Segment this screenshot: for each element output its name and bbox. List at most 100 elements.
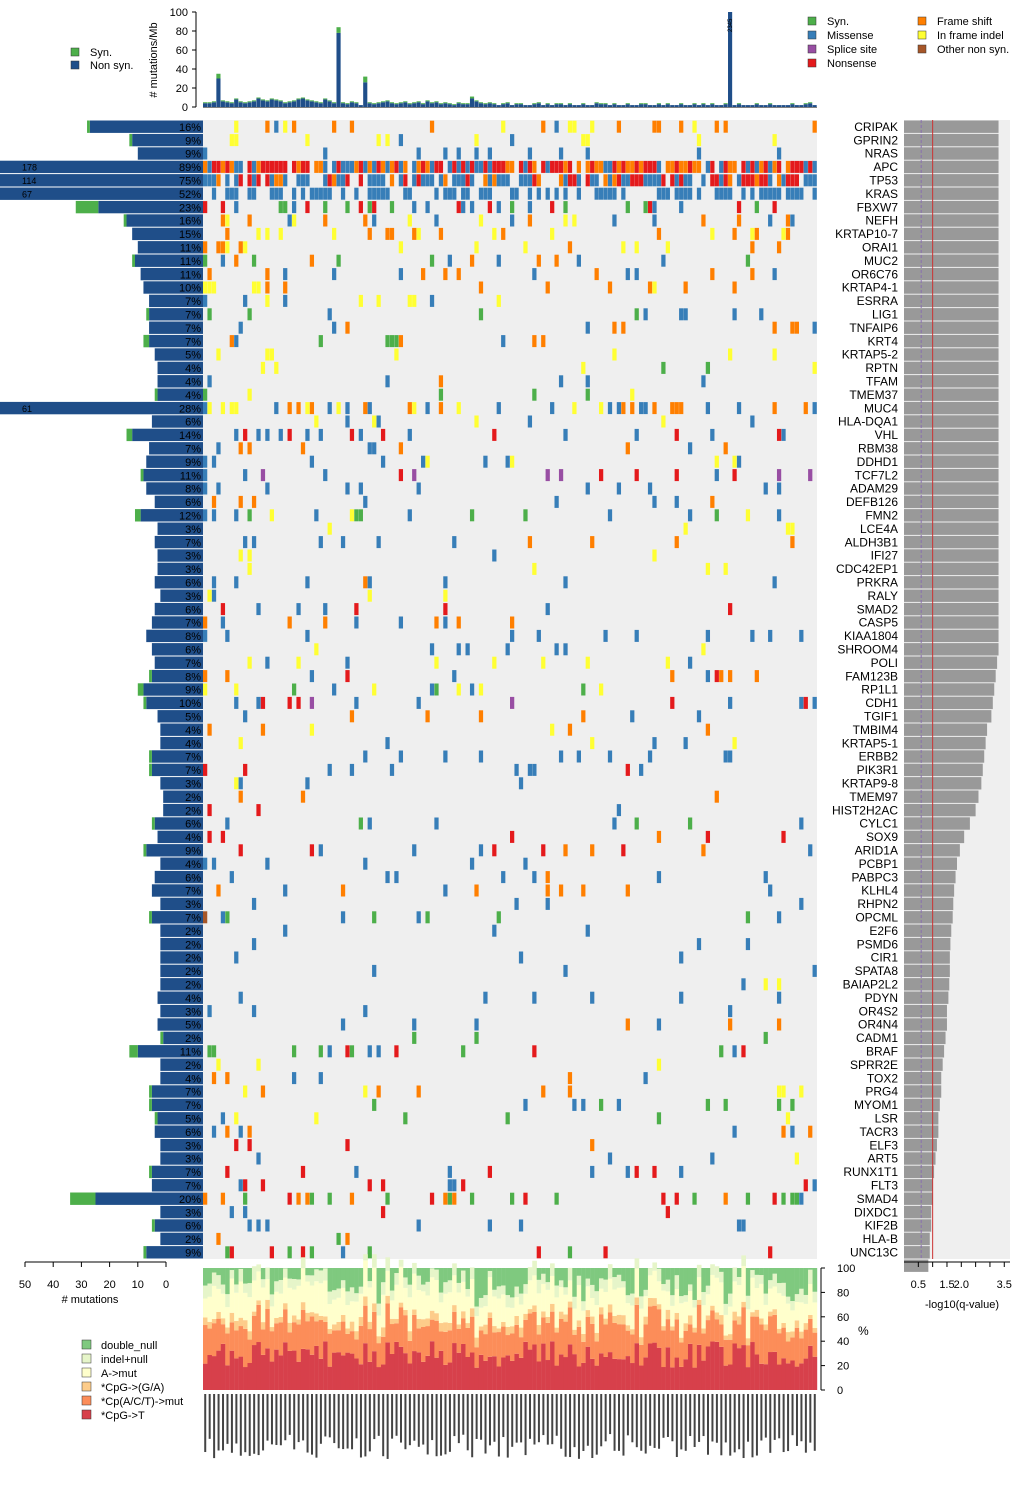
sample-label-mark — [715, 1394, 718, 1443]
rate-bar-syn — [447, 103, 452, 105]
mutation-cell-missense — [203, 402, 208, 415]
mutation-cell-missense — [385, 375, 390, 388]
spectrum-cp-act — [532, 1311, 537, 1345]
rate-bar-syn — [367, 102, 372, 104]
mutation-cell-frameshift — [754, 174, 759, 187]
mutation-cell-syn — [291, 1045, 297, 1058]
rate-bar-nonsyn — [799, 105, 804, 107]
mutation-cell-inframe — [203, 281, 208, 294]
mutation-cell-missense — [527, 174, 533, 187]
spectrum-a-mut — [225, 1307, 230, 1328]
mutation-cell-missense — [683, 308, 688, 321]
mutation-cell-nonsense — [358, 174, 363, 187]
spectrum-cpg-t — [790, 1360, 795, 1390]
mutation-cell-nonsense — [260, 696, 266, 709]
spectrum-cpg-t — [269, 1361, 275, 1390]
mutation-cell-frameshift — [287, 616, 292, 629]
spectrum-cpg-ga — [234, 1320, 239, 1331]
mutation-cell-missense — [647, 750, 653, 763]
q-value-bar — [904, 683, 995, 696]
spectrum-cp-act — [776, 1333, 782, 1365]
rate-bar-nonsyn — [621, 105, 626, 107]
rate-bar-syn — [514, 103, 519, 105]
rate-bar-nonsyn — [314, 102, 319, 107]
mutation-cell-missense — [643, 174, 648, 187]
mutation-cell-missense — [545, 603, 550, 616]
mutation-cell-frameshift — [772, 160, 777, 173]
mutation-cell-inframe — [692, 120, 697, 133]
mutation-cell-frameshift — [705, 723, 711, 736]
sample-label-mark — [484, 1394, 487, 1454]
mutation-cell-missense — [630, 710, 635, 723]
spectrum-cp-act — [465, 1327, 471, 1358]
sample-label-mark — [346, 1394, 349, 1449]
mutation-cell-frameshift — [567, 241, 573, 254]
mutation-cell-nonsense — [705, 830, 711, 843]
mutation-cell-frameshift — [750, 241, 755, 254]
spectrum-cpg-ga — [256, 1300, 262, 1305]
gene-count-bar-nonsyn — [154, 348, 203, 361]
gene-name-label: ADAM29 — [850, 482, 898, 496]
rate-bar-nonsyn — [558, 104, 564, 107]
mutation-cell-nonsense — [710, 160, 715, 173]
sample-label-mark — [626, 1394, 629, 1436]
mutation-cell-frameshift — [456, 268, 461, 281]
spectrum-double-null — [598, 1268, 604, 1279]
mutation-cell-inframe — [776, 978, 782, 991]
mutation-cell-syn — [247, 509, 252, 522]
mutation-cell-nonsense — [625, 763, 630, 776]
mutation-cell-frameshift — [256, 160, 261, 173]
spectrum-a-mut — [203, 1298, 208, 1318]
gene-percent: 3% — [185, 1006, 201, 1018]
mutation-cell-frameshift — [679, 402, 684, 415]
mutation-cell-inframe — [563, 214, 568, 227]
mutation-cell-missense — [443, 147, 448, 160]
gene-count-bar-nonsyn — [154, 602, 203, 616]
spectrum-cp-act — [558, 1318, 564, 1355]
gene-name-label: LIG1 — [872, 308, 898, 322]
mutation-cell-nonsense — [269, 1246, 274, 1259]
spectrum-double-null — [416, 1268, 422, 1276]
spectrum-cpg-t — [438, 1350, 444, 1390]
spectrum-indel-null — [759, 1275, 764, 1284]
mutation-cell-frameshift — [203, 670, 208, 683]
mutation-cell-frameshift — [407, 402, 412, 415]
spectrum-indel-null — [563, 1287, 569, 1295]
mutation-cell-missense — [376, 415, 381, 428]
spectrum-cpg-ga — [465, 1323, 471, 1328]
rate-bar-nonsyn — [803, 104, 808, 107]
spectrum-cp-act — [514, 1324, 520, 1354]
gene-count-bar-nonsyn — [0, 401, 203, 415]
mutation-cell-frameshift — [621, 321, 626, 334]
mutation-cell-missense — [469, 201, 475, 214]
sample-label-mark — [471, 1394, 474, 1458]
legend-label: In frame indel — [937, 30, 1004, 42]
spectrum-cpg-t — [550, 1341, 555, 1390]
gene-count-bar-nonsyn — [143, 683, 203, 696]
mutation-cell-missense — [674, 495, 679, 508]
mutation-cell-nonsense — [260, 1179, 266, 1192]
spectrum-double-null — [585, 1268, 591, 1279]
mutation-cell-nonsense — [630, 174, 635, 187]
spectrum-a-mut — [714, 1277, 720, 1313]
spectrum-cp-act — [394, 1323, 399, 1342]
mutation-cell-nonsense — [585, 174, 590, 187]
mutation-cell-inframe — [216, 1058, 221, 1071]
q-axis-tick-label: 1.5 — [939, 1279, 954, 1291]
mutation-cell-frameshift — [238, 495, 243, 508]
spectrum-double-null — [336, 1268, 342, 1289]
spectrum-a-mut — [736, 1285, 742, 1317]
mutation-cell-missense — [776, 911, 782, 924]
mutation-cell-inframe — [207, 402, 212, 415]
spectrum-cpg-t — [323, 1341, 328, 1390]
mutation-cell-inframe — [723, 562, 728, 575]
spectrum-cpg-t — [229, 1350, 235, 1390]
mutation-cell-missense — [607, 1152, 613, 1165]
mutation-cell-inframe — [750, 227, 755, 240]
spectrum-cpg-t — [581, 1362, 586, 1390]
mutation-cell-frameshift — [701, 844, 706, 857]
q-value-bar — [904, 1031, 946, 1045]
spectrum-cpg-t — [403, 1353, 408, 1390]
q-value-bar — [904, 870, 956, 884]
mutation-cell-inframe — [211, 281, 217, 294]
